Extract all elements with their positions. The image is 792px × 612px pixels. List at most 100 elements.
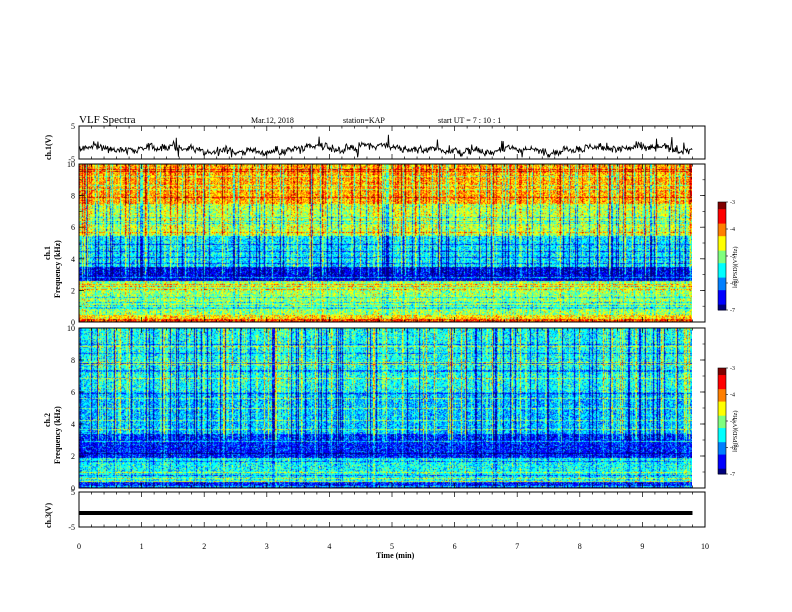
panel-frame-ch3-waveform [78,491,706,528]
colorbar-swatch [718,239,726,243]
colorbar-tick-label: -6 [730,281,735,287]
colorbar-swatch [718,429,726,433]
y-tick-label: -5 [68,523,75,532]
colorbar-swatch [718,472,726,475]
colorbar-swatch [718,236,726,239]
x-tick-label: 2 [202,542,206,551]
colorbar-swatch [718,389,726,392]
colorbar-tick-label: -7 [730,308,735,314]
colorbar-swatch [718,436,726,440]
colorbar-swatch [718,433,726,436]
colorbar-swatch [718,205,726,208]
colorbar-swatch [718,456,726,459]
y-tick-label: 8 [71,356,75,365]
x-tick-label: 3 [265,542,269,551]
colorbar-swatch [718,428,726,431]
x-tick-label: 0 [77,542,81,551]
station-label: station=KAP [343,116,385,125]
colorbar-swatch [718,463,726,466]
colorbar-swatch [718,270,726,273]
colorbar-swatch [718,410,726,413]
colorbar-swatch [718,277,726,280]
colorbar-swatch [718,223,726,226]
colorbar-swatch [718,373,726,376]
colorbar-swatch [718,261,726,264]
date-label: Mar.12, 2018 [251,116,294,125]
colorbar-swatch [718,275,726,279]
colorbar-swatch [718,279,726,282]
y-tick-label: 4 [71,255,75,264]
colorbar-swatch [718,385,726,388]
colorbar-swatch [718,371,726,374]
x-tick-label: 5 [390,542,394,551]
y-tick-label: 0 [71,484,75,493]
colorbar-swatch [718,292,726,295]
colorbar-swatch [718,401,726,404]
colorbar-swatch [718,380,726,383]
colorbar-swatch [718,297,726,300]
colorbar-swatch [718,445,726,448]
colorbar-swatch [718,375,726,378]
y-tick-label: 5 [71,488,75,497]
colorbar-swatch [718,290,726,293]
colorbar-swatch [718,295,726,298]
colorbar-swatch [718,241,726,244]
y-tick-label: 6 [71,388,75,397]
colorbar-swatch [718,442,726,445]
ch1-spectrogram-ylabel: ch.1 [43,246,52,260]
y-tick-label: 6 [71,223,75,232]
x-tick-label: 4 [327,542,331,551]
y-tick-label: 2 [71,452,75,461]
y-tick-label: -5 [68,155,75,164]
colorbar-swatch [718,468,726,471]
colorbar-swatch [718,268,726,271]
colorbar-swatch [718,435,726,438]
colorbar-swatch [718,458,726,461]
colorbar-swatch [718,230,726,234]
colorbar-swatch [718,212,726,216]
colorbar-swatch [718,274,726,277]
colorbar-swatch [718,399,726,403]
colorbar-swatch [718,203,726,207]
y-tick-label: 0 [71,318,75,327]
colorbar-swatch [718,293,726,297]
colorbar-swatch [718,466,726,470]
colorbar-swatch [718,403,726,406]
colorbar-swatch [718,211,726,214]
colorbar-swatch [718,369,726,373]
y-tick-label: 5 [71,122,75,131]
colorbar-swatch [718,220,726,223]
x-axis-label: Time (min) [376,551,415,560]
colorbar-swatch [718,247,726,250]
colorbar-swatch [718,257,726,261]
colorbar-swatch [718,424,726,427]
colorbar-swatch [718,396,726,399]
x-tick-label: 8 [578,542,582,551]
colorbar-swatch [718,214,726,217]
colorbar-swatch [718,308,726,311]
colorbar-swatch [718,272,726,275]
colorbar-swatch [718,218,726,221]
colorbar-swatch [718,376,726,380]
y-tick-label: 10 [67,160,75,169]
colorbar-swatch [718,254,726,257]
colorbar-swatch [718,415,726,418]
ch1-colorbar-label: log(PSD)(V²/Hz) [733,246,739,288]
colorbar-tick-label: -6 [730,446,735,452]
ch2-frequency-ylabel: Frequency (kHz) [53,406,62,464]
colorbar-swatch [718,408,726,411]
colorbar-swatch [718,265,726,268]
colorbar-swatch [718,283,726,286]
colorbar-swatch [718,256,726,259]
colorbar-swatch [718,392,726,395]
colorbar-swatch [718,394,726,397]
spectrogram-ch1-spectrogram [79,164,692,322]
start-time-label: start UT = 7 : 10 : 1 [438,116,502,125]
ch1-waveform-ylabel: ch.1(V) [44,134,53,160]
y-tick-label: 10 [67,324,75,333]
colorbar-swatch [718,461,726,464]
colorbar-swatch [718,398,726,401]
x-tick-label: 10 [701,542,709,551]
ch1-frequency-ylabel: Frequency (kHz) [53,240,62,298]
colorbar-swatch [718,221,726,225]
